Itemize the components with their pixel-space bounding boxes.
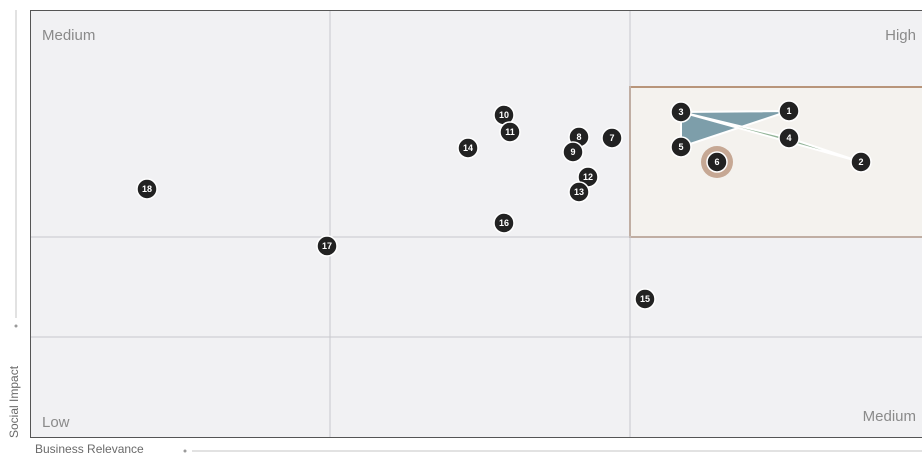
data-point-9[interactable]: 9 <box>562 141 584 163</box>
point-group-polygon <box>680 111 862 163</box>
data-point-7[interactable]: 7 <box>601 127 623 149</box>
data-point-11[interactable]: 11 <box>499 121 521 143</box>
point-label: 12 <box>583 172 593 182</box>
point-label: 17 <box>322 241 332 251</box>
data-point-2[interactable]: 2 <box>850 151 872 173</box>
point-label: 14 <box>463 143 473 153</box>
point-label: 11 <box>505 127 515 137</box>
data-point-3[interactable]: 3 <box>670 101 692 123</box>
point-label: 4 <box>786 133 791 143</box>
zone-label-high: High <box>885 27 916 44</box>
point-marker <box>562 141 584 163</box>
point-label: 3 <box>678 107 683 117</box>
zone-label-medium-top: Medium <box>42 27 95 44</box>
point-marker <box>316 235 338 257</box>
point-marker <box>778 127 800 149</box>
x-axis-label: Business Relevance <box>35 442 144 455</box>
point-label: 15 <box>640 294 650 304</box>
point-label: 2 <box>858 157 863 167</box>
point-marker <box>634 288 656 310</box>
data-point-16[interactable]: 16 <box>493 212 515 234</box>
point-marker <box>706 151 728 173</box>
grid-lines <box>30 10 922 437</box>
data-point-4[interactable]: 4 <box>778 127 800 149</box>
data-point-18[interactable]: 18 <box>136 178 158 200</box>
zone-label-medium-bottom: Medium <box>863 408 916 425</box>
point-label: 13 <box>574 187 584 197</box>
point-marker <box>670 101 692 123</box>
point-label: 8 <box>576 132 581 142</box>
point-label: 7 <box>609 133 614 143</box>
point-label: 10 <box>499 110 509 120</box>
x-axis-arrow-dot <box>183 449 187 453</box>
point-label: 6 <box>714 157 719 167</box>
zone-label-low: Low <box>42 414 70 431</box>
point-label: 1 <box>786 106 791 116</box>
point-label: 16 <box>499 218 509 228</box>
point-marker <box>670 136 692 158</box>
data-point-15[interactable]: 15 <box>634 288 656 310</box>
point-marker <box>136 178 158 200</box>
data-point-17[interactable]: 17 <box>316 235 338 257</box>
point-marker <box>493 212 515 234</box>
point-marker <box>499 121 521 143</box>
data-point-14[interactable]: 14 <box>457 137 479 159</box>
point-label: 9 <box>570 147 575 157</box>
point-label: 18 <box>142 184 152 194</box>
point-marker <box>850 151 872 173</box>
y-axis-label: Social Impact <box>7 365 21 438</box>
point-marker <box>457 137 479 159</box>
point-marker <box>568 181 590 203</box>
point-marker <box>601 127 623 149</box>
plot-border <box>30 10 922 438</box>
point-marker <box>778 100 800 122</box>
point-label: 5 <box>678 142 683 152</box>
data-point-13[interactable]: 13 <box>568 181 590 203</box>
data-point-5[interactable]: 5 <box>670 136 692 158</box>
y-axis-arrow-dot <box>14 324 18 328</box>
point-groups <box>680 110 862 163</box>
data-point-6[interactable]: 6 <box>701 146 733 178</box>
data-point-1[interactable]: 1 <box>778 100 800 122</box>
